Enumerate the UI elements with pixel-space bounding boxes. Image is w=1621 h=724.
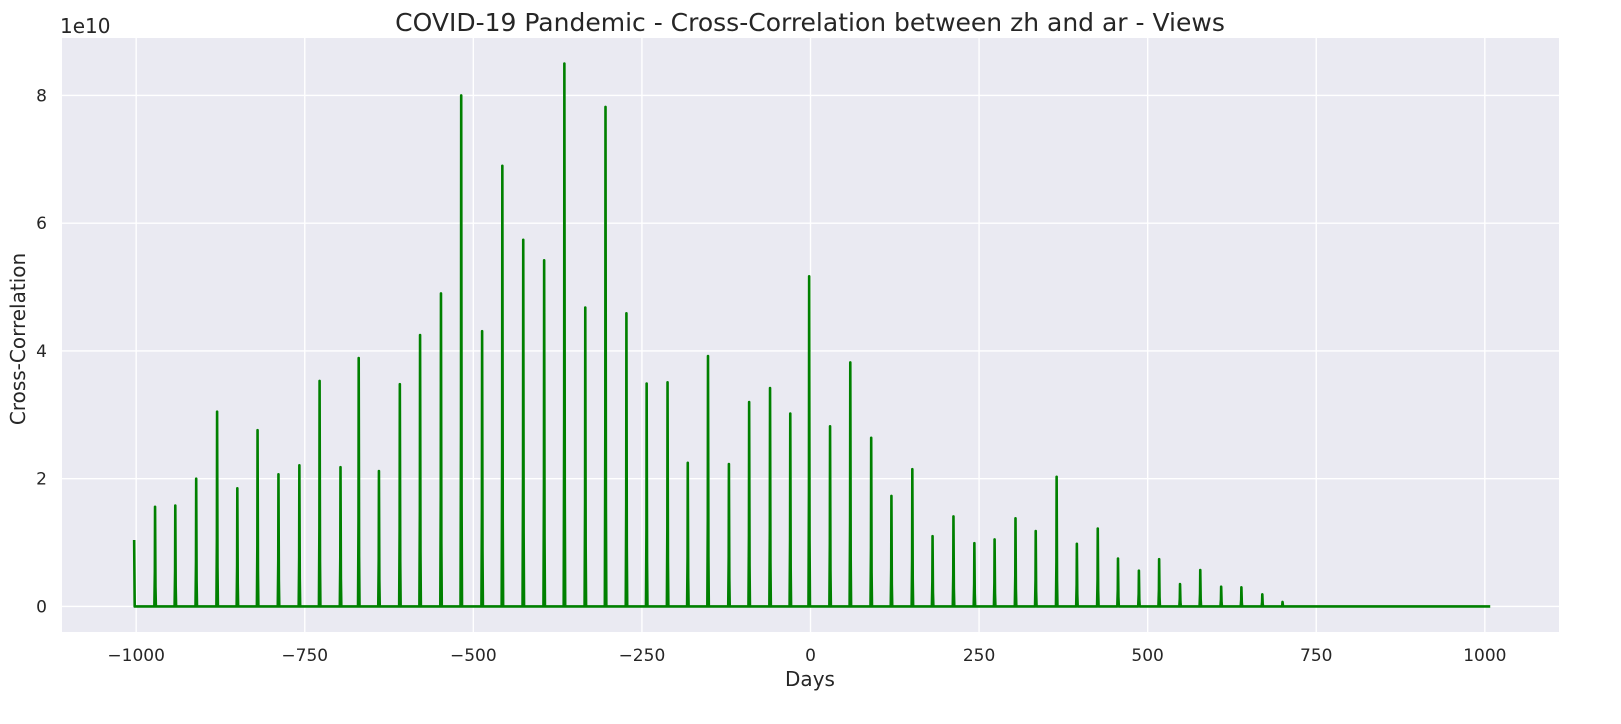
x-tick-label: −1000 — [107, 646, 165, 666]
x-tick-label: −500 — [450, 646, 497, 666]
x-tick-label: 500 — [1131, 646, 1163, 666]
y-tick-label: 6 — [36, 214, 47, 234]
x-tick-label: 0 — [805, 646, 816, 666]
series-line — [132, 62, 1491, 608]
x-tick-label: −750 — [281, 646, 328, 666]
chart-title: COVID-19 Pandemic - Cross-Correlation be… — [395, 8, 1225, 37]
y-axis-label: Cross-Correlation — [6, 253, 30, 425]
y-tick-label: 0 — [36, 597, 47, 617]
x-axis-label: Days — [785, 667, 835, 691]
y-scale-offset: 1e10 — [60, 14, 110, 38]
y-tick-label: 2 — [36, 470, 47, 490]
y-tick-label: 4 — [36, 342, 47, 362]
tick-labels: −1000 −750 −500 −250 0 250 500 750 1000 0 2 4 6 8 — [36, 86, 1506, 666]
x-tick-label: 250 — [963, 646, 995, 666]
x-tick-label: −250 — [619, 646, 666, 666]
x-tick-label: 750 — [1300, 646, 1332, 666]
x-tick-label: 1000 — [1463, 646, 1506, 666]
y-tick-label: 8 — [36, 86, 47, 106]
